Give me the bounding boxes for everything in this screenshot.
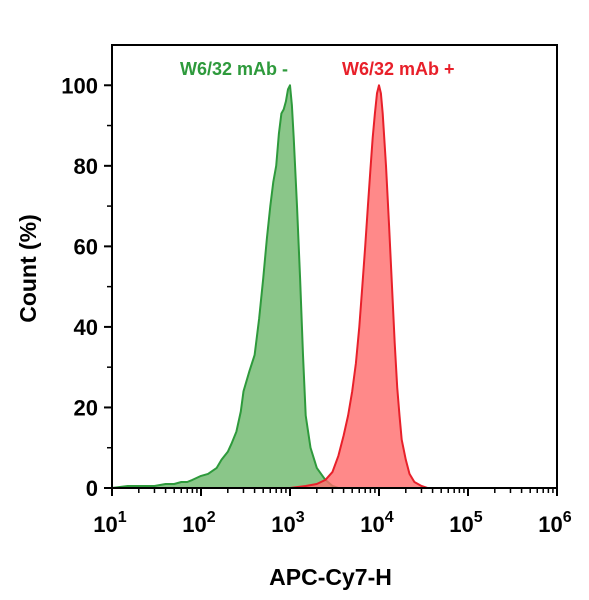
series-line-0 [111, 84, 339, 489]
tick-layer: 101 102 103 104 105 106 0 20 40 60 80 100 [61, 73, 572, 537]
x-tick-label: 102 [182, 509, 215, 537]
y-tick-label: 80 [74, 154, 98, 179]
x-tick-label: 101 [93, 509, 126, 537]
y-tick-label: 0 [86, 476, 98, 501]
y-axis-title: Count (%) [15, 214, 41, 323]
y-tick-label: 40 [74, 315, 98, 340]
legend-layer: W6/32 mAb - W6/32 mAb + [180, 59, 455, 79]
legend-label-0: W6/32 mAb - [180, 59, 288, 79]
x-tick-label: 106 [538, 509, 571, 537]
x-tick-label: 103 [271, 509, 304, 537]
series-layer [111, 84, 433, 489]
x-axis-title: APC-Cy7-H [269, 564, 392, 590]
series-line-1 [289, 84, 433, 489]
y-tick-label: 20 [74, 395, 98, 420]
y-tick-label: 100 [61, 73, 98, 98]
plot-frame [111, 44, 558, 489]
x-tick-label: 105 [449, 509, 482, 537]
legend-label-1: W6/32 mAb + [342, 59, 455, 79]
series-area-0 [112, 85, 339, 489]
x-tick-label: 104 [360, 509, 393, 537]
y-tick-label: 60 [74, 234, 98, 259]
